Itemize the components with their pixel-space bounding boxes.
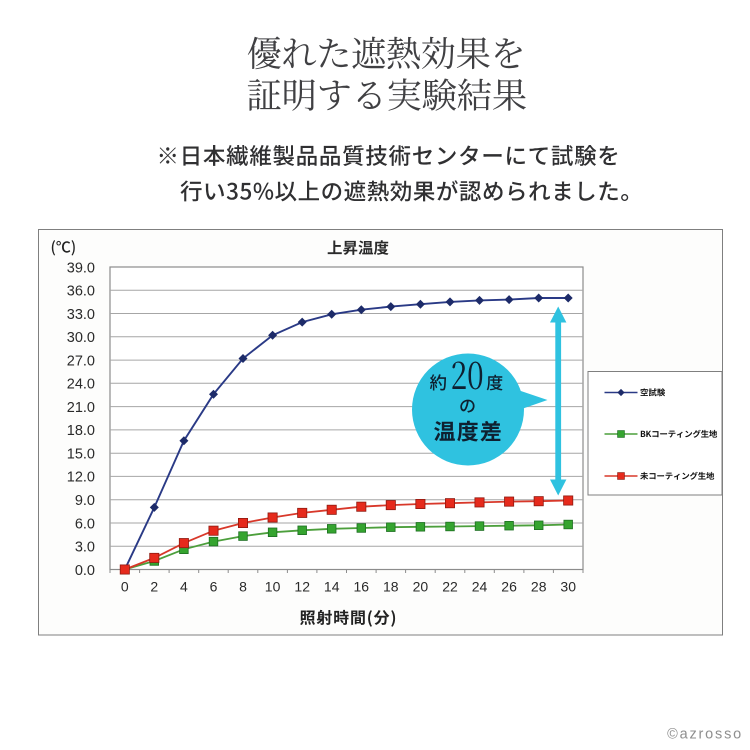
svg-text:10: 10	[265, 578, 281, 594]
svg-text:15.0: 15.0	[67, 447, 95, 463]
svg-text:18: 18	[383, 578, 399, 594]
svg-text:8: 8	[239, 578, 247, 594]
svg-text:16: 16	[354, 578, 370, 594]
svg-text:12.0: 12.0	[67, 470, 95, 486]
svg-text:3.0: 3.0	[75, 540, 95, 556]
svg-text:26: 26	[501, 578, 517, 594]
svg-text:27.0: 27.0	[67, 353, 95, 369]
svg-text:39.0: 39.0	[67, 260, 95, 276]
svg-text:30.0: 30.0	[67, 330, 95, 346]
svg-text:20: 20	[413, 578, 429, 594]
svg-text:22: 22	[442, 578, 458, 594]
svg-text:36.0: 36.0	[67, 284, 95, 300]
svg-text:9.0: 9.0	[75, 493, 95, 509]
svg-text:2: 2	[150, 578, 158, 594]
svg-text:33.0: 33.0	[67, 307, 95, 323]
svg-text:12: 12	[294, 578, 310, 594]
svg-text:0: 0	[121, 578, 129, 594]
svg-text:28: 28	[531, 578, 547, 594]
svg-text:6: 6	[210, 578, 218, 594]
svg-text:18.0: 18.0	[67, 423, 95, 439]
svg-text:6.0: 6.0	[75, 516, 95, 532]
svg-text:14: 14	[324, 578, 340, 594]
svg-text:24.0: 24.0	[67, 377, 95, 393]
svg-text:©azrosso: ©azrosso	[667, 727, 743, 743]
svg-text:24: 24	[472, 578, 488, 594]
svg-text:0.0: 0.0	[75, 563, 95, 579]
svg-text:21.0: 21.0	[67, 400, 95, 416]
svg-text:4: 4	[180, 578, 188, 594]
svg-text:30: 30	[560, 578, 576, 594]
